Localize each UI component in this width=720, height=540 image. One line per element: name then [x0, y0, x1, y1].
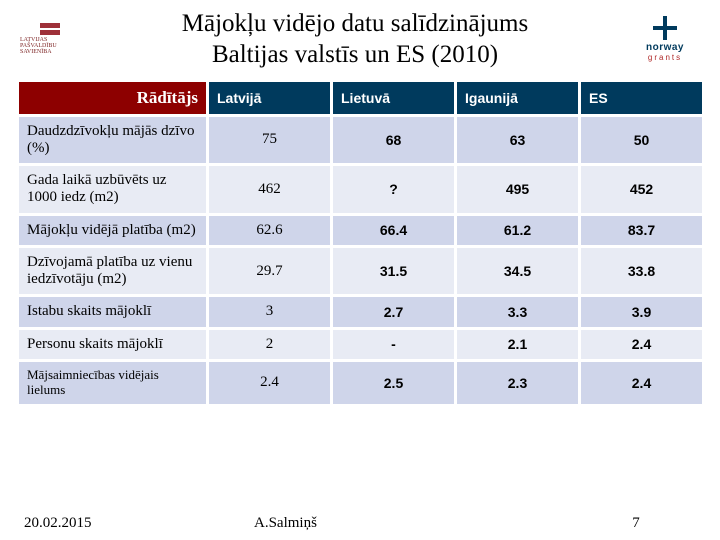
footer: 20.02.2015 A.Salmiņš 7: [0, 515, 720, 532]
cell-lat: 75: [208, 115, 332, 165]
cell-lat: 2.4: [208, 360, 332, 405]
cell-lt: 66.4: [332, 214, 456, 246]
header: LATVIJAS PAŠVALDĪBU SAVIENĪBA Mājokļu vi…: [0, 0, 720, 75]
cell-lat: 29.7: [208, 246, 332, 296]
row-label: Dzīvojamā platība uz vienu iedzīvotāju (…: [18, 246, 208, 296]
table-row: Personu skaits mājoklī2-2.12.4: [18, 328, 704, 360]
footer-author: A.Salmiņš: [214, 515, 576, 532]
table-row: Daudzdzīvokļu mājās dzīvo (%)75686350: [18, 115, 704, 165]
logo-right: norway grants: [630, 16, 700, 62]
row-label: Mājsaimniecības vidējais lielums: [18, 360, 208, 405]
cell-lt: ?: [332, 165, 456, 215]
cell-eu: 2.4: [580, 360, 704, 405]
header-estonia: Igaunijā: [456, 80, 580, 115]
table-header-row: Rādītājs Latvijā Lietuvā Igaunijā ES: [18, 80, 704, 115]
logo-left: LATVIJAS PAŠVALDĪBU SAVIENĪBA: [20, 17, 80, 61]
cell-lat: 62.6: [208, 214, 332, 246]
cell-eu: 3.9: [580, 296, 704, 328]
cell-ee: 2.1: [456, 328, 580, 360]
header-latvia: Latvijā: [208, 80, 332, 115]
row-label: Gada laikā uzbūvēts uz 1000 iedz (m2): [18, 165, 208, 215]
cell-ee: 63: [456, 115, 580, 165]
title-line-2: Baltijas valstīs un ES (2010): [80, 39, 630, 70]
cell-ee: 495: [456, 165, 580, 215]
cell-ee: 61.2: [456, 214, 580, 246]
cell-lt: 2.7: [332, 296, 456, 328]
comparison-table: Rādītājs Latvijā Lietuvā Igaunijā ES Dau…: [16, 79, 705, 407]
header-eu: ES: [580, 80, 704, 115]
title-line-1: Mājokļu vidējo datu salīdzinājums: [80, 8, 630, 39]
logo-right-top: norway: [630, 42, 700, 53]
table-row: Mājokļu vidējā platība (m2)62.666.461.28…: [18, 214, 704, 246]
table-row: Dzīvojamā platība uz vienu iedzīvotāju (…: [18, 246, 704, 296]
cell-eu: 50: [580, 115, 704, 165]
cell-lt: 31.5: [332, 246, 456, 296]
logo-right-bottom: grants: [630, 53, 700, 62]
footer-date: 20.02.2015: [24, 515, 214, 532]
norway-cross-icon: [653, 16, 677, 40]
row-label: Istabu skaits mājoklī: [18, 296, 208, 328]
row-label: Mājokļu vidējā platība (m2): [18, 214, 208, 246]
table-row: Mājsaimniecības vidējais lielums2.42.52.…: [18, 360, 704, 405]
row-label: Personu skaits mājoklī: [18, 328, 208, 360]
footer-page: 7: [576, 515, 696, 532]
cell-ee: 34.5: [456, 246, 580, 296]
header-indicator: Rādītājs: [18, 80, 208, 115]
page-title: Mājokļu vidējo datu salīdzinājums Baltij…: [80, 8, 630, 71]
latvia-flag-icon: [40, 23, 60, 35]
cell-eu: 452: [580, 165, 704, 215]
logo-left-text: LATVIJAS PAŠVALDĪBU SAVIENĪBA: [20, 37, 80, 55]
cell-lt: 2.5: [332, 360, 456, 405]
cell-eu: 83.7: [580, 214, 704, 246]
row-label: Daudzdzīvokļu mājās dzīvo (%): [18, 115, 208, 165]
cell-lat: 462: [208, 165, 332, 215]
table-row: Istabu skaits mājoklī32.73.33.9: [18, 296, 704, 328]
cell-lat: 3: [208, 296, 332, 328]
table-row: Gada laikā uzbūvēts uz 1000 iedz (m2)462…: [18, 165, 704, 215]
cell-eu: 33.8: [580, 246, 704, 296]
cell-ee: 2.3: [456, 360, 580, 405]
cell-ee: 3.3: [456, 296, 580, 328]
cell-eu: 2.4: [580, 328, 704, 360]
cell-lat: 2: [208, 328, 332, 360]
cell-lt: 68: [332, 115, 456, 165]
header-lithuania: Lietuvā: [332, 80, 456, 115]
cell-lt: -: [332, 328, 456, 360]
